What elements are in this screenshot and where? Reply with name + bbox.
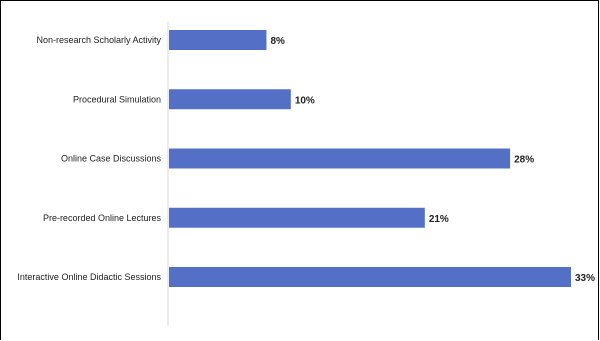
- category-label: Online Case Discussions: [61, 154, 162, 164]
- bar: [169, 148, 511, 169]
- data-label: 8%: [270, 36, 285, 47]
- category-label: Procedural Simulation: [73, 94, 161, 104]
- data-label: 21%: [429, 214, 449, 225]
- category-label: Interactive Online Didactic Sessions: [17, 272, 161, 282]
- category-label: Pre-recorded Online Lectures: [43, 213, 162, 223]
- data-label: 28%: [514, 155, 534, 166]
- bar: [169, 207, 425, 228]
- bar: [169, 267, 571, 287]
- bar: [169, 89, 291, 110]
- bar: [169, 30, 267, 50]
- data-label: 10%: [295, 95, 315, 106]
- category-label: Non-research Scholarly Activity: [36, 35, 161, 45]
- data-label: 33%: [575, 273, 595, 284]
